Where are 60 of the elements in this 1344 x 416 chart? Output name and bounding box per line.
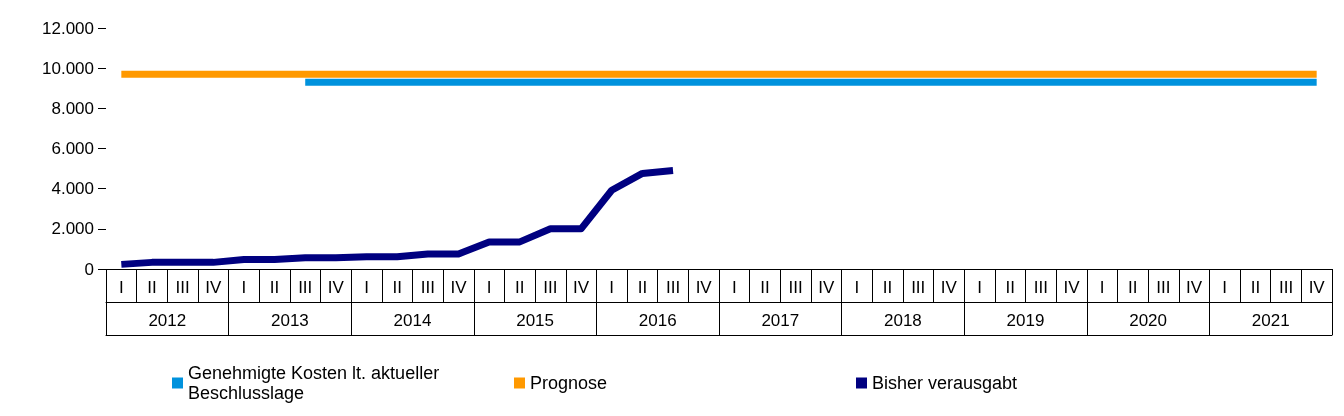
x-tick-label: III [788, 278, 803, 297]
x-tick-label: I [609, 278, 615, 297]
x-tick-label: II [882, 278, 893, 297]
x-tick-label: IV [1186, 278, 1203, 297]
y-tick-label: 0 [84, 259, 94, 279]
x-tick-label: IV [695, 278, 713, 297]
x-tick-label: IV [1308, 278, 1326, 297]
text: 2021 [1251, 311, 1290, 330]
x-tick-label: III [298, 278, 313, 297]
x-tick-label: IV [205, 278, 222, 297]
y-tick-label: 8.000 [51, 98, 94, 118]
x-tick-label: II [1128, 278, 1138, 297]
x-tick-label: II [269, 278, 280, 297]
text: 2018 [883, 311, 922, 330]
x-tick-label: IV [327, 278, 345, 297]
x-tick-label: II [1005, 278, 1015, 297]
y-tick-label: 10.000 [42, 58, 94, 78]
x-tick-label: I [731, 278, 737, 297]
y-tick-label: 4.000 [51, 179, 94, 199]
x-tick-label: IV [573, 278, 590, 297]
x-tick-label: I [486, 278, 492, 297]
text: 2015 [516, 311, 555, 330]
text: 2016 [638, 311, 677, 330]
x-tick-label: III [1156, 278, 1171, 297]
y-tick-label: 12.000 [42, 18, 94, 38]
x-tick-label: III [665, 278, 681, 297]
x-tick-label: I [118, 278, 124, 297]
y-tick-label: 2.000 [51, 219, 94, 239]
text: 2013 [270, 311, 309, 330]
x-tick-label: III [420, 278, 435, 297]
x-tick-label: III [1033, 278, 1048, 297]
text: 2017 [761, 311, 800, 330]
x-tick-label: I [1099, 278, 1105, 297]
x-tick-label: I [977, 278, 982, 297]
x-tick-label: III [1278, 278, 1294, 297]
x-tick-label: IV [1063, 278, 1081, 297]
x-tick-label: IV [940, 278, 958, 297]
legend-label: Prognose [530, 373, 608, 393]
x-tick-label: I [364, 278, 369, 297]
text: 2012 [148, 311, 187, 330]
x-tick-label: II [392, 278, 402, 297]
x-tick-label: II [760, 278, 770, 297]
y-tick-label: 6.000 [51, 139, 94, 158]
legend-label: Genehmigte Kosten lt. aktueller Beschlusslage [188, 363, 445, 403]
x-tick-label: I [1222, 278, 1228, 297]
x-tick-label: II [515, 278, 525, 297]
x-tick-label: IV [818, 278, 835, 297]
x-tick-label: II [1250, 278, 1261, 297]
x-tick-label: II [637, 278, 648, 297]
x-tick-label: I [241, 278, 247, 297]
x-tick-label: I [854, 278, 860, 297]
text: 2020 [1129, 311, 1168, 330]
text: 2019 [1006, 311, 1045, 330]
x-tick-label: IV [450, 278, 468, 297]
x-tick-label: III [911, 278, 926, 297]
legend-label: Bisher verausgabt [872, 373, 1018, 393]
x-tick-label: III [543, 278, 558, 297]
text: 2014 [393, 311, 432, 330]
x-tick-label: III [175, 278, 190, 297]
x-tick-label: II [147, 278, 157, 297]
